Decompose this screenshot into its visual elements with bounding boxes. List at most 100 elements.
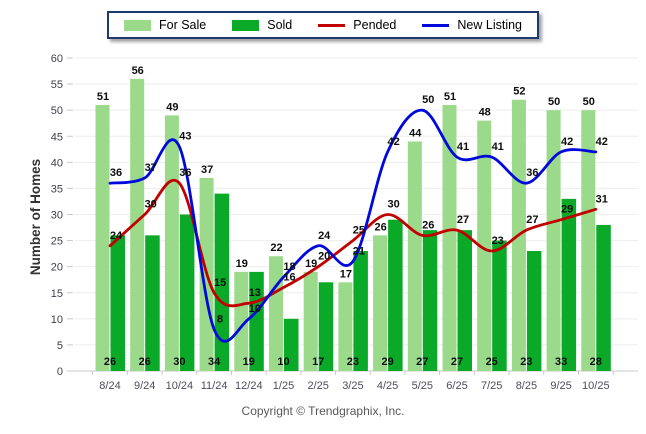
legend-label: Sold bbox=[267, 18, 293, 32]
for-sale-swatch bbox=[123, 19, 151, 31]
svg-text:40: 40 bbox=[51, 157, 63, 169]
copyright-text: Copyright © Trendgraphix, Inc. bbox=[241, 404, 405, 418]
svg-text:22: 22 bbox=[270, 242, 282, 254]
legend-label: For Sale bbox=[158, 18, 207, 32]
svg-text:10: 10 bbox=[277, 356, 289, 368]
svg-text:41: 41 bbox=[492, 141, 504, 153]
svg-text:27: 27 bbox=[416, 356, 428, 368]
svg-text:56: 56 bbox=[132, 65, 144, 77]
svg-text:10/25: 10/25 bbox=[582, 380, 610, 392]
svg-text:29: 29 bbox=[381, 356, 393, 368]
svg-text:5: 5 bbox=[57, 340, 63, 352]
legend-label: Pended bbox=[353, 18, 397, 32]
svg-text:21: 21 bbox=[353, 245, 365, 257]
svg-text:16: 16 bbox=[283, 272, 295, 284]
svg-text:19: 19 bbox=[243, 356, 255, 368]
svg-text:2/25: 2/25 bbox=[307, 380, 328, 392]
svg-text:23: 23 bbox=[347, 356, 359, 368]
legend-item-sold: Sold bbox=[232, 18, 292, 32]
svg-text:26: 26 bbox=[422, 219, 434, 231]
svg-text:36: 36 bbox=[110, 167, 122, 179]
for-sale-bars bbox=[95, 78, 596, 372]
legend-item-pended: Pended bbox=[318, 18, 396, 32]
svg-text:26: 26 bbox=[139, 356, 151, 368]
svg-text:37: 37 bbox=[145, 162, 157, 174]
svg-text:42: 42 bbox=[596, 136, 608, 148]
svg-text:10: 10 bbox=[51, 314, 63, 326]
svg-text:5/25: 5/25 bbox=[412, 380, 433, 392]
svg-text:50: 50 bbox=[51, 105, 63, 117]
svg-text:20: 20 bbox=[51, 262, 63, 274]
svg-text:31: 31 bbox=[596, 193, 608, 205]
x-axis-labels: 8/24 9/24 10/24 11/24 12/24 1/25 2/25 3/25 4/25 5… bbox=[92, 371, 614, 392]
svg-text:30: 30 bbox=[51, 210, 63, 222]
svg-text:23: 23 bbox=[520, 356, 532, 368]
chart-legend: For Sale Sold Pended New Listing bbox=[106, 11, 540, 39]
legend-item-new-listing: New Listing bbox=[422, 18, 522, 32]
pended-line bbox=[108, 179, 598, 308]
svg-text:26: 26 bbox=[104, 356, 116, 368]
svg-text:27: 27 bbox=[457, 214, 469, 226]
svg-text:42: 42 bbox=[387, 136, 399, 148]
svg-text:25: 25 bbox=[486, 356, 498, 368]
svg-text:36: 36 bbox=[179, 167, 191, 179]
svg-text:26: 26 bbox=[374, 221, 386, 233]
svg-text:36: 36 bbox=[526, 167, 538, 179]
svg-text:34: 34 bbox=[208, 356, 221, 368]
svg-text:9/24: 9/24 bbox=[134, 380, 155, 392]
svg-text:13: 13 bbox=[249, 287, 261, 299]
svg-text:44: 44 bbox=[409, 127, 422, 139]
svg-text:23: 23 bbox=[492, 235, 504, 247]
legend-item-for-sale: For Sale bbox=[123, 18, 207, 32]
svg-text:33: 33 bbox=[555, 356, 567, 368]
svg-text:60: 60 bbox=[51, 53, 63, 65]
svg-text:0: 0 bbox=[57, 366, 63, 378]
svg-text:7/25: 7/25 bbox=[481, 380, 502, 392]
svg-text:18: 18 bbox=[283, 261, 295, 273]
svg-text:12/24: 12/24 bbox=[235, 380, 263, 392]
svg-text:8: 8 bbox=[217, 313, 223, 325]
svg-text:51: 51 bbox=[97, 91, 109, 103]
svg-text:30: 30 bbox=[387, 199, 399, 211]
svg-text:15: 15 bbox=[51, 288, 63, 300]
svg-text:3/25: 3/25 bbox=[342, 380, 363, 392]
svg-text:55: 55 bbox=[51, 79, 63, 91]
svg-text:15: 15 bbox=[214, 277, 226, 289]
svg-text:8/24: 8/24 bbox=[99, 380, 120, 392]
svg-text:42: 42 bbox=[561, 136, 573, 148]
sold-swatch bbox=[232, 19, 260, 31]
svg-text:6/25: 6/25 bbox=[446, 380, 467, 392]
svg-text:19: 19 bbox=[236, 258, 248, 270]
svg-text:1/25: 1/25 bbox=[273, 380, 294, 392]
svg-text:43: 43 bbox=[179, 131, 191, 143]
svg-text:17: 17 bbox=[312, 356, 324, 368]
svg-text:48: 48 bbox=[479, 107, 491, 119]
svg-text:9/25: 9/25 bbox=[550, 380, 571, 392]
svg-text:37: 37 bbox=[201, 164, 213, 176]
svg-text:10: 10 bbox=[249, 303, 261, 315]
sold-bars bbox=[110, 193, 611, 371]
svg-text:30: 30 bbox=[145, 199, 157, 211]
new-listing-line bbox=[108, 108, 598, 343]
svg-text:24: 24 bbox=[110, 230, 123, 242]
svg-text:11/24: 11/24 bbox=[201, 380, 228, 392]
svg-text:51: 51 bbox=[444, 91, 456, 103]
new-listing-swatch bbox=[422, 23, 450, 27]
svg-text:20: 20 bbox=[318, 251, 330, 263]
svg-text:50: 50 bbox=[422, 94, 434, 106]
svg-text:27: 27 bbox=[526, 214, 538, 226]
svg-text:4/25: 4/25 bbox=[377, 380, 398, 392]
svg-text:10/24: 10/24 bbox=[166, 380, 194, 392]
svg-text:49: 49 bbox=[166, 101, 178, 113]
svg-text:30: 30 bbox=[173, 356, 185, 368]
svg-text:25: 25 bbox=[51, 236, 63, 248]
y-axis-ticks: 0 5 10 15 20 25 30 35 40 45 50 55 60 bbox=[51, 53, 73, 378]
pended-swatch bbox=[318, 23, 346, 27]
svg-text:19: 19 bbox=[305, 258, 317, 270]
svg-text:8/25: 8/25 bbox=[516, 380, 537, 392]
svg-text:24: 24 bbox=[318, 230, 331, 242]
svg-text:52: 52 bbox=[513, 86, 525, 98]
